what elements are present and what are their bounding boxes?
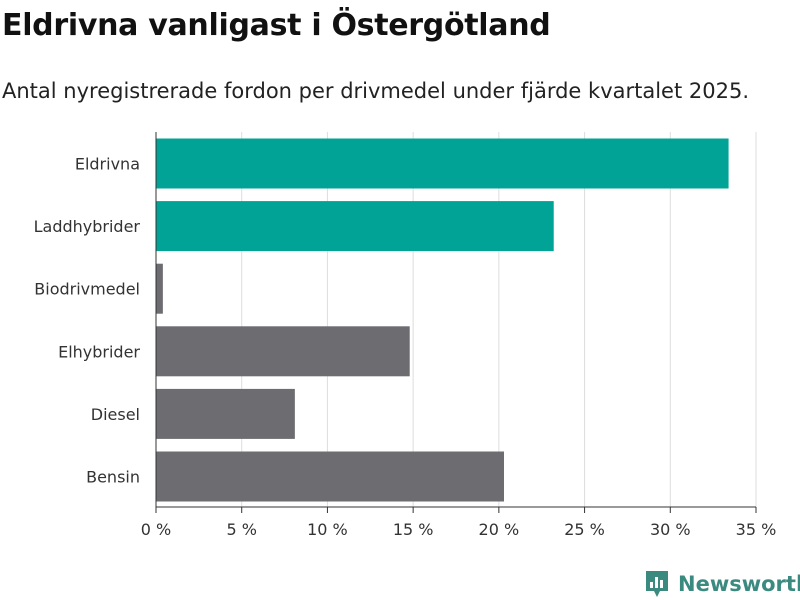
bar-bensin — [156, 451, 504, 502]
bar-diesel — [156, 388, 295, 439]
brand-logo: Newsworthy — [644, 568, 800, 600]
x-tick-label: 20 % — [479, 520, 520, 539]
bar-eldrivna — [156, 138, 729, 189]
category-label: Elhybrider — [58, 342, 140, 361]
bar-laddhybrider — [156, 201, 554, 252]
x-tick-label: 15 % — [393, 520, 434, 539]
category-label: Diesel — [91, 405, 140, 424]
x-tick-label: 10 % — [307, 520, 348, 539]
category-label: Bensin — [86, 468, 140, 487]
x-tick-label: 0 % — [141, 520, 171, 539]
chart-title: Eldrivna vanligast i Östergötland — [2, 8, 551, 43]
x-tick-label: 30 % — [650, 520, 691, 539]
x-tick-label: 35 % — [736, 520, 777, 539]
brand-name: Newsworthy — [678, 572, 800, 596]
bar-biodrivmedel — [156, 263, 163, 314]
bar-elhybrider — [156, 326, 410, 377]
newsworthy-logo-icon — [646, 571, 668, 597]
category-label: Biodrivmedel — [34, 280, 140, 299]
x-tick-label: 25 % — [564, 520, 605, 539]
x-tick-label: 5 % — [226, 520, 256, 539]
chart-subtitle: Antal nyregistrerade fordon per drivmede… — [2, 79, 750, 103]
category-label: Eldrivna — [75, 155, 140, 174]
category-label: Laddhybrider — [34, 217, 141, 236]
